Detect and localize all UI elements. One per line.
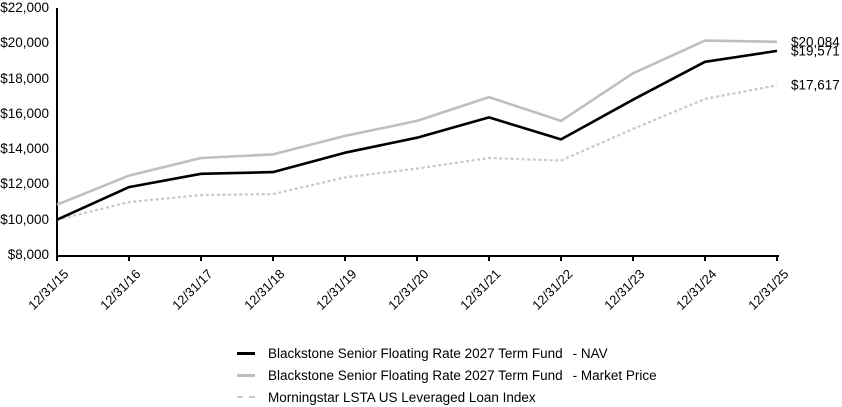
x-axis-tick: [488, 256, 490, 261]
legend-series-type: - Market Price: [572, 367, 657, 383]
x-axis-tick-label: 12/31/16: [97, 266, 144, 313]
legend-item-index: Morningstar LSTA US Leveraged Loan Index: [237, 386, 657, 407]
x-axis-tick: [344, 256, 346, 261]
y-axis-tick-label: $10,000: [0, 211, 49, 227]
nav-line-swatch: [237, 351, 255, 355]
x-axis-tick-label: 12/31/20: [385, 266, 432, 313]
x-axis-tick-label: 12/31/24: [673, 266, 720, 313]
x-axis-tick-label: 12/31/21: [457, 266, 504, 313]
legend-item-nav: Blackstone Senior Floating Rate 2027 Ter…: [237, 342, 657, 364]
legend-fund-name: Morningstar LSTA US Leveraged Loan Index: [268, 389, 536, 405]
x-axis-tick-label: 12/31/19: [313, 266, 360, 313]
x-axis-tick: [272, 256, 274, 261]
y-axis-line: [56, 8, 58, 257]
index-line-swatch: [237, 396, 255, 398]
y-axis-tick-label: $22,000: [0, 0, 49, 15]
legend-label: Blackstone Senior Floating Rate 2027 Ter…: [268, 346, 608, 361]
y-axis-tick-label: $16,000: [0, 105, 49, 121]
legend-fund-name: Blackstone Senior Floating Rate 2027 Ter…: [268, 367, 563, 383]
x-axis-tick: [776, 256, 778, 261]
x-axis-tick-label: 12/31/15: [25, 266, 72, 313]
index-line: [56, 84, 778, 221]
x-axis-tick: [128, 256, 130, 261]
chart-legend: Blackstone Senior Floating Rate 2027 Ter…: [237, 342, 657, 407]
legend-label: Morningstar LSTA US Leveraged Loan Index: [268, 390, 546, 405]
nav-line: [56, 49, 778, 221]
x-axis-tick-label: 12/31/18: [241, 266, 288, 313]
legend-label: Blackstone Senior Floating Rate 2027 Ter…: [268, 368, 657, 383]
x-axis-tick-label: 12/31/23: [601, 266, 648, 313]
x-axis-tick: [416, 256, 418, 261]
x-axis-tick: [632, 256, 634, 261]
legend-series-type: - NAV: [572, 345, 608, 361]
x-axis-tick-label: 12/31/25: [745, 266, 792, 313]
series-end-value: $20,084: [791, 34, 840, 50]
market-price-line-swatch: [237, 373, 255, 377]
x-axis-tick: [560, 256, 562, 261]
legend-fund-name: Blackstone Senior Floating Rate 2027 Ter…: [268, 345, 563, 361]
y-axis-tick-label: $20,000: [0, 35, 49, 51]
series-end-value: $19,571: [791, 43, 840, 59]
y-axis-tick-label: $14,000: [0, 141, 49, 157]
y-axis-tick-label: $12,000: [0, 176, 49, 192]
x-axis-tick: [704, 256, 706, 261]
x-axis-tick: [56, 256, 58, 261]
y-axis-tick-label: $8,000: [7, 247, 49, 262]
x-axis-tick-label: 12/31/22: [529, 266, 576, 313]
market-price-line: [56, 39, 778, 206]
x-axis-tick-label: 12/31/17: [169, 266, 216, 313]
plot-area: [56, 39, 778, 221]
y-axis-tick-label: $18,000: [0, 70, 49, 86]
series-end-value: $17,617: [791, 77, 840, 93]
legend-item-market-price: Blackstone Senior Floating Rate 2027 Ter…: [237, 364, 657, 386]
x-axis-tick: [200, 256, 202, 261]
